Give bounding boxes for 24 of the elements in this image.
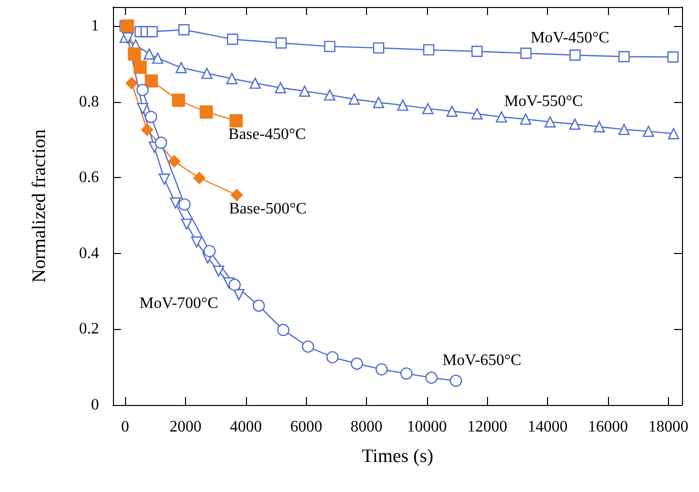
y-tick-label: 0.8 (79, 93, 99, 110)
series-label: MoV-650°C (442, 352, 522, 370)
y-tick-label: 0.2 (79, 320, 99, 338)
y-tick-label: 0.6 (79, 169, 99, 186)
x-tick-label: 10000 (406, 418, 447, 436)
x-axis-title: Times (s) (362, 446, 434, 467)
x-tick-label: 4000 (230, 418, 262, 436)
y-tick-label: 0 (91, 396, 99, 414)
x-tick-label: 0 (121, 418, 130, 436)
x-tick-label: 8000 (350, 418, 383, 436)
x-tick-label: 16000 (588, 418, 628, 436)
x-tick-label: 12000 (467, 418, 508, 436)
series-label: MoV-700°C (140, 295, 218, 312)
series-label: Base-450°C (228, 126, 306, 144)
series-label: Base-500°C (229, 200, 307, 218)
y-tick-label: 0.4 (79, 244, 99, 262)
series-label: MoV-450°C (530, 30, 610, 47)
y-tick-label: 1 (91, 17, 99, 34)
x-tick-label: 18000 (648, 418, 688, 436)
x-tick-label: 14000 (528, 418, 568, 436)
series-label: MoV-550°C (504, 93, 583, 110)
y-axis-title: Normalized fraction (29, 128, 50, 283)
x-tick-label: 2000 (169, 418, 202, 436)
x-tick-label: 6000 (290, 418, 322, 436)
